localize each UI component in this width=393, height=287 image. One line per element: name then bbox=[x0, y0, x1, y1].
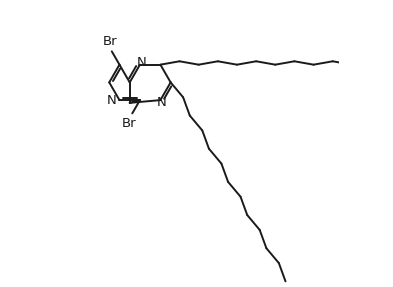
Text: N: N bbox=[107, 94, 116, 106]
Text: Br: Br bbox=[121, 117, 136, 130]
Text: N: N bbox=[136, 56, 146, 69]
Text: N: N bbox=[157, 96, 167, 109]
Text: Br: Br bbox=[103, 35, 118, 48]
